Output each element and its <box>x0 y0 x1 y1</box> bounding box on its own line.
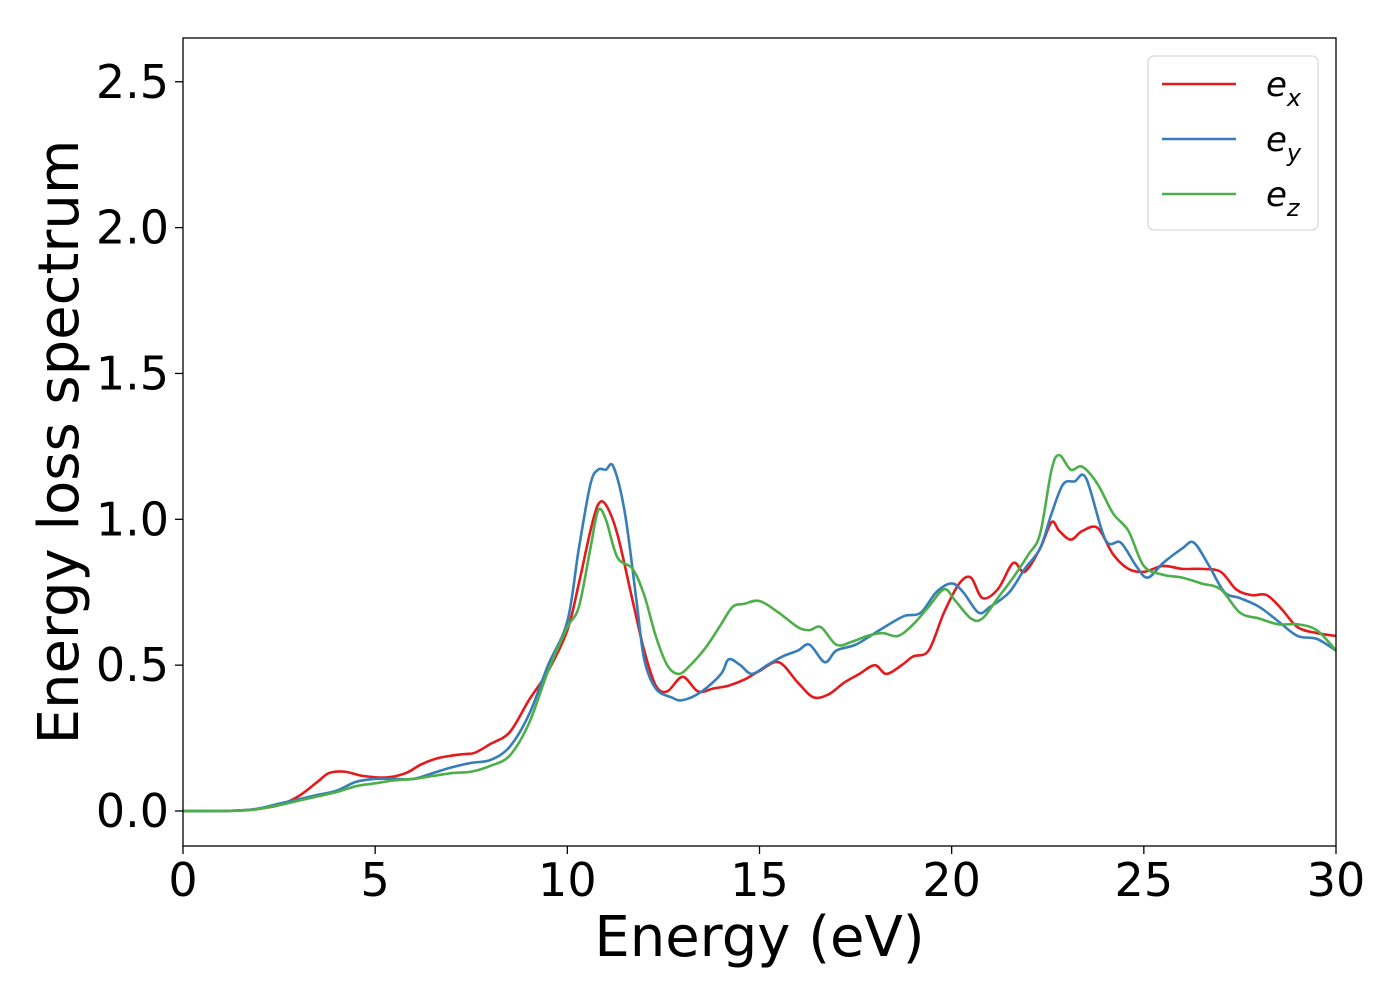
x-axis-title: Energy (eV) <box>594 905 924 970</box>
x-tick-label: 30 <box>1307 853 1366 907</box>
x-tick-label: 10 <box>538 853 597 907</box>
legend-label-x: ex <box>1266 65 1302 112</box>
x-tick-label: 25 <box>1115 853 1174 907</box>
legend-box <box>1147 55 1319 231</box>
x-tick-label: 15 <box>730 853 789 907</box>
legend-label-z: ez <box>1266 175 1301 222</box>
plot-area <box>183 453 1336 813</box>
y-tick-label: 1.0 <box>96 492 169 546</box>
legend-label-y: ey <box>1266 120 1302 167</box>
y-tick-label: 0.5 <box>96 638 169 692</box>
series-line-x <box>183 499 1336 813</box>
series-line-z <box>183 453 1336 813</box>
x-tick-label: 20 <box>922 853 981 907</box>
y-axis-title: Energy loss spectrum <box>27 140 92 745</box>
y-tick-label: 0.0 <box>96 784 169 838</box>
series-line-y <box>183 462 1336 813</box>
y-tick-label: 2.0 <box>96 201 169 255</box>
y-tick-label: 1.5 <box>96 346 169 400</box>
x-tick-label: 5 <box>361 853 390 907</box>
x-axis: 0 5 10 15 20 25 30 <box>168 846 1365 907</box>
y-tick-label: 2.5 <box>96 55 169 109</box>
x-tick-label: 0 <box>168 853 197 907</box>
y-axis: 0.0 0.5 1.0 1.5 2.0 2.5 <box>96 55 183 838</box>
legend: ex ey ez <box>1147 55 1319 231</box>
